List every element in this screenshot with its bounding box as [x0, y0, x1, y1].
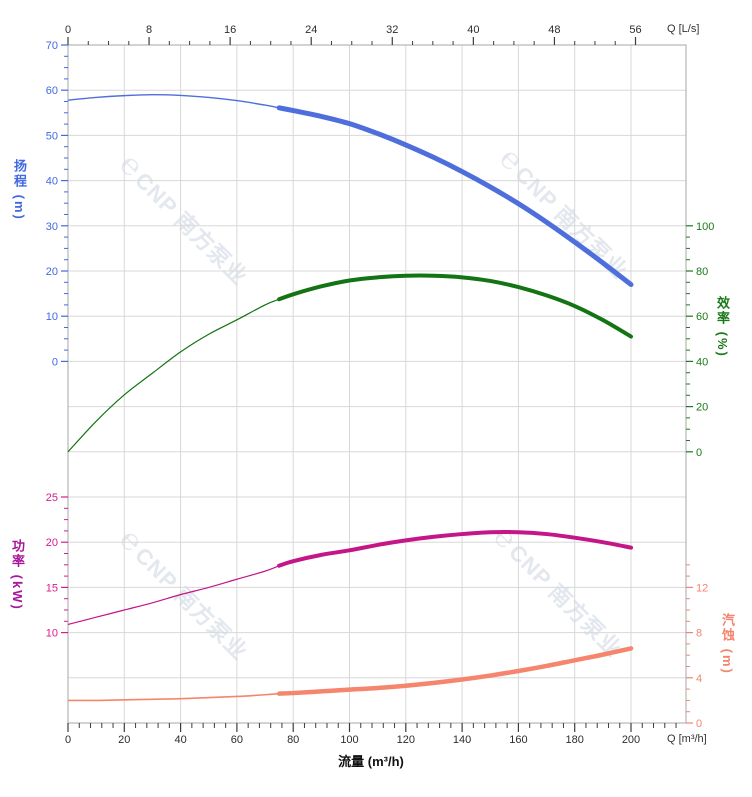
- npsh-axis-tick-label: 0: [696, 718, 702, 730]
- bottom-axis-unit-label: Q [m³/h]: [667, 733, 707, 745]
- watermark-text: ℮CNP 南方泵业: [487, 520, 631, 664]
- bottom-axis-tick-label: 0: [65, 734, 71, 746]
- npsh-curve-rated: [276, 646, 634, 696]
- watermark: ℮CNP 南方泵业: [113, 523, 257, 667]
- efficiency-axis-tick-label: 100: [696, 221, 714, 233]
- top-axis-unit-label: Q [L/s]: [667, 23, 700, 35]
- watermark-text: ℮CNP 南方泵业: [113, 148, 257, 292]
- power-axis-tick-label: 25: [46, 492, 58, 504]
- top-axis-tick-label: 56: [629, 24, 641, 36]
- power-axis-title: 功率 (kW): [10, 539, 25, 611]
- npsh-axis-tick-label: 12: [696, 582, 708, 594]
- bottom-axis-tick-label: 40: [174, 734, 186, 746]
- head-curve-thin: [67, 94, 280, 109]
- npsh-axis-tick-label: 4: [696, 673, 702, 685]
- top-axis-tick-label: 8: [146, 24, 152, 36]
- top-axis-tick-label: 40: [467, 24, 479, 36]
- power-curve-thin: [67, 565, 280, 626]
- efficiency-axis-tick-label: 60: [696, 311, 708, 323]
- efficiency-axis-tick-label: 40: [696, 356, 708, 368]
- bottom-axis-tick-label: 60: [231, 734, 243, 746]
- bottom-axis-tick-label: 100: [340, 734, 358, 746]
- efficiency-curve-thin: [67, 298, 280, 453]
- bottom-axis-tick-label: 80: [287, 734, 299, 746]
- top-axis-tick-label: 48: [548, 24, 560, 36]
- bottom-axis-tick-label: 120: [397, 734, 415, 746]
- head-axis-tick-label: 30: [46, 221, 58, 233]
- head-axis-tick-label: 40: [46, 176, 58, 188]
- top-axis-tick-label: 24: [305, 24, 317, 36]
- efficiency-curve-rated: [277, 273, 633, 339]
- npsh-curve-thin: [67, 692, 280, 702]
- head-axis-title: 扬程 (m): [12, 159, 27, 221]
- head-curve-rated: [276, 105, 634, 288]
- top-axis-tick-label: 32: [386, 24, 398, 36]
- head-axis-tick-label: 10: [46, 311, 58, 323]
- flow-axis-title: 流量 (m³/h): [338, 754, 404, 769]
- head-axis-tick-label: 0: [52, 356, 58, 368]
- watermark: ℮CNP 南方泵业: [493, 142, 637, 286]
- power-curve-rated: [277, 530, 633, 568]
- watermark-text: ℮CNP 南方泵业: [493, 142, 637, 286]
- watermark: ℮CNP 南方泵业: [113, 148, 257, 292]
- bottom-axis-tick-label: 20: [118, 734, 130, 746]
- head-axis-tick-label: 20: [46, 266, 58, 278]
- watermark-text: ℮CNP 南方泵业: [113, 523, 257, 667]
- npsh-axis-title: 汽蚀 (m): [720, 613, 735, 675]
- efficiency-axis-tick-label: 80: [696, 266, 708, 278]
- top-axis-tick-label: 0: [65, 24, 71, 36]
- efficiency-axis-title: 效率 (%): [715, 296, 730, 358]
- power-axis-tick-label: 15: [46, 582, 58, 594]
- bottom-axis-tick-label: 200: [622, 734, 640, 746]
- bottom-axis-tick-label: 140: [453, 734, 471, 746]
- watermark: ℮CNP 南方泵业: [487, 520, 631, 664]
- head-axis-tick-label: 70: [46, 40, 58, 52]
- power-axis-tick-label: 10: [46, 628, 58, 640]
- npsh-axis-tick-label: 8: [696, 628, 702, 640]
- power-axis-tick-label: 20: [46, 537, 58, 549]
- bottom-axis-tick-label: 180: [566, 734, 584, 746]
- top-axis-tick-label: 16: [224, 24, 236, 36]
- bottom-axis-tick-label: 160: [509, 734, 527, 746]
- efficiency-axis-tick-label: 20: [696, 402, 708, 414]
- head-axis-tick-label: 50: [46, 130, 58, 142]
- head-axis-tick-label: 60: [46, 85, 58, 97]
- efficiency-axis-tick-label: 0: [696, 447, 702, 459]
